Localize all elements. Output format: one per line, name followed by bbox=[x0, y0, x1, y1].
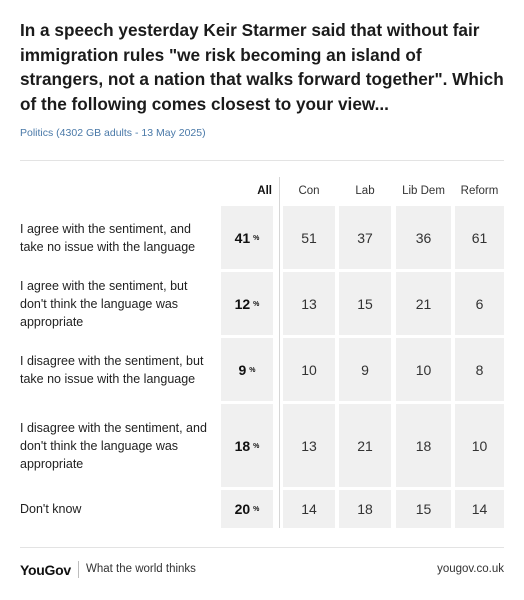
table-cell: 10 bbox=[396, 338, 451, 401]
table-cell: 36 bbox=[396, 206, 451, 269]
percent-sign: % bbox=[253, 506, 260, 513]
page-title: In a speech yesterday Keir Starmer said … bbox=[20, 20, 504, 114]
all-value-cell: 9% bbox=[221, 338, 273, 401]
table-cell: 61 bbox=[455, 206, 504, 269]
all-value: 41 bbox=[234, 229, 251, 246]
table-cell: 9 bbox=[339, 338, 391, 401]
table-cell: 37 bbox=[339, 206, 391, 269]
percent-sign: % bbox=[253, 442, 260, 450]
row-label: I agree with the sentiment, but don't th… bbox=[20, 278, 188, 329]
row-label: Don't know bbox=[20, 502, 82, 516]
yougov-logo: YouGov bbox=[20, 562, 71, 578]
subtitle: Politics (4302 GB adults - 13 May 2025) bbox=[20, 127, 206, 139]
table-cell: 10 bbox=[455, 404, 504, 487]
all-value: 18 bbox=[234, 437, 251, 454]
table-cell: 18 bbox=[339, 490, 391, 528]
table-cell: 51 bbox=[283, 206, 335, 269]
column-divider bbox=[279, 177, 280, 528]
all-value-cell: 18% bbox=[221, 404, 273, 487]
table-cell: 10 bbox=[283, 338, 335, 401]
table-cell: 6 bbox=[455, 272, 504, 335]
table-cell: 14 bbox=[283, 490, 335, 528]
all-value-cell: 12% bbox=[221, 272, 273, 335]
footer-divider bbox=[78, 561, 79, 578]
row-label: I agree with the sentiment, and take no … bbox=[20, 221, 196, 254]
all-value-cell: 41% bbox=[221, 206, 273, 269]
column-header: Lib Dem bbox=[402, 185, 445, 197]
column-header: Reform bbox=[460, 185, 499, 197]
column-header: Lab bbox=[355, 185, 375, 197]
table-cell: 21 bbox=[339, 404, 391, 487]
percent-sign: % bbox=[253, 300, 260, 308]
table-cell: 21 bbox=[396, 272, 451, 335]
row-label: I disagree with the sentiment, but take … bbox=[20, 353, 204, 386]
column-header-all: All bbox=[257, 185, 272, 197]
table-cell: 15 bbox=[396, 490, 451, 528]
all-value: 20 bbox=[234, 501, 251, 517]
table-cell: 8 bbox=[455, 338, 504, 401]
table-cell: 15 bbox=[339, 272, 391, 335]
table-cell: 18 bbox=[396, 404, 451, 487]
tagline: What the world thinks bbox=[86, 563, 196, 575]
top-divider bbox=[20, 160, 504, 161]
all-value: 9 bbox=[238, 361, 247, 378]
bottom-divider bbox=[20, 547, 504, 548]
all-value-cell: 20% bbox=[221, 490, 273, 528]
all-value: 12 bbox=[234, 295, 251, 312]
table-cell: 13 bbox=[283, 404, 335, 487]
table-cell: 13 bbox=[283, 272, 335, 335]
percent-sign: % bbox=[253, 234, 260, 242]
row-label: I disagree with the sentiment, and don't… bbox=[20, 420, 207, 471]
site-link[interactable]: yougov.co.uk bbox=[437, 563, 504, 575]
percent-sign: % bbox=[249, 366, 256, 374]
table-cell: 14 bbox=[455, 490, 504, 528]
column-header: Con bbox=[298, 185, 320, 197]
